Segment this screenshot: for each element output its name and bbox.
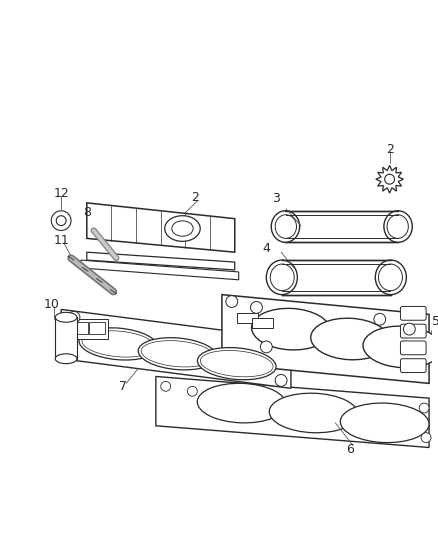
- Bar: [286, 211, 398, 243]
- Text: 2: 2: [191, 191, 199, 205]
- Ellipse shape: [266, 260, 297, 295]
- Text: 11: 11: [53, 234, 69, 247]
- Text: 8: 8: [83, 206, 91, 219]
- Circle shape: [226, 296, 238, 308]
- Ellipse shape: [251, 309, 330, 350]
- Ellipse shape: [165, 216, 200, 241]
- Bar: [89, 322, 105, 334]
- Circle shape: [68, 311, 80, 323]
- Bar: [72, 322, 88, 334]
- Circle shape: [419, 403, 429, 413]
- Ellipse shape: [198, 348, 276, 379]
- Polygon shape: [87, 252, 235, 270]
- Circle shape: [374, 313, 385, 325]
- Circle shape: [161, 382, 171, 391]
- Bar: [71, 319, 109, 339]
- Ellipse shape: [269, 393, 358, 433]
- Bar: [282, 260, 391, 295]
- Circle shape: [56, 216, 66, 225]
- Polygon shape: [87, 203, 235, 252]
- Ellipse shape: [384, 211, 412, 243]
- Circle shape: [251, 302, 262, 313]
- FancyBboxPatch shape: [400, 324, 426, 338]
- Ellipse shape: [311, 318, 389, 360]
- Ellipse shape: [363, 326, 438, 368]
- FancyBboxPatch shape: [400, 359, 426, 373]
- Ellipse shape: [197, 383, 286, 423]
- Polygon shape: [81, 260, 239, 280]
- Ellipse shape: [375, 260, 406, 295]
- Ellipse shape: [138, 338, 217, 370]
- Bar: [237, 313, 258, 323]
- Bar: [55, 317, 77, 359]
- Ellipse shape: [340, 403, 429, 442]
- Polygon shape: [156, 376, 429, 448]
- Polygon shape: [222, 295, 429, 383]
- Text: 5: 5: [432, 315, 438, 328]
- Polygon shape: [61, 309, 291, 389]
- Text: 6: 6: [346, 443, 354, 456]
- Circle shape: [421, 433, 431, 442]
- Text: 10: 10: [43, 298, 59, 311]
- Text: 7: 7: [119, 380, 127, 393]
- Ellipse shape: [55, 312, 77, 322]
- Circle shape: [261, 341, 272, 353]
- Ellipse shape: [79, 328, 158, 360]
- Circle shape: [51, 211, 71, 230]
- Circle shape: [275, 375, 287, 386]
- Text: 4: 4: [262, 242, 270, 255]
- Circle shape: [403, 323, 415, 335]
- Text: 12: 12: [53, 187, 69, 199]
- FancyBboxPatch shape: [400, 341, 426, 355]
- Ellipse shape: [55, 354, 77, 364]
- Text: 2: 2: [386, 143, 393, 156]
- Bar: [251, 318, 273, 328]
- Circle shape: [187, 386, 197, 396]
- Text: 3: 3: [272, 192, 280, 205]
- Ellipse shape: [271, 211, 300, 243]
- FancyBboxPatch shape: [400, 306, 426, 320]
